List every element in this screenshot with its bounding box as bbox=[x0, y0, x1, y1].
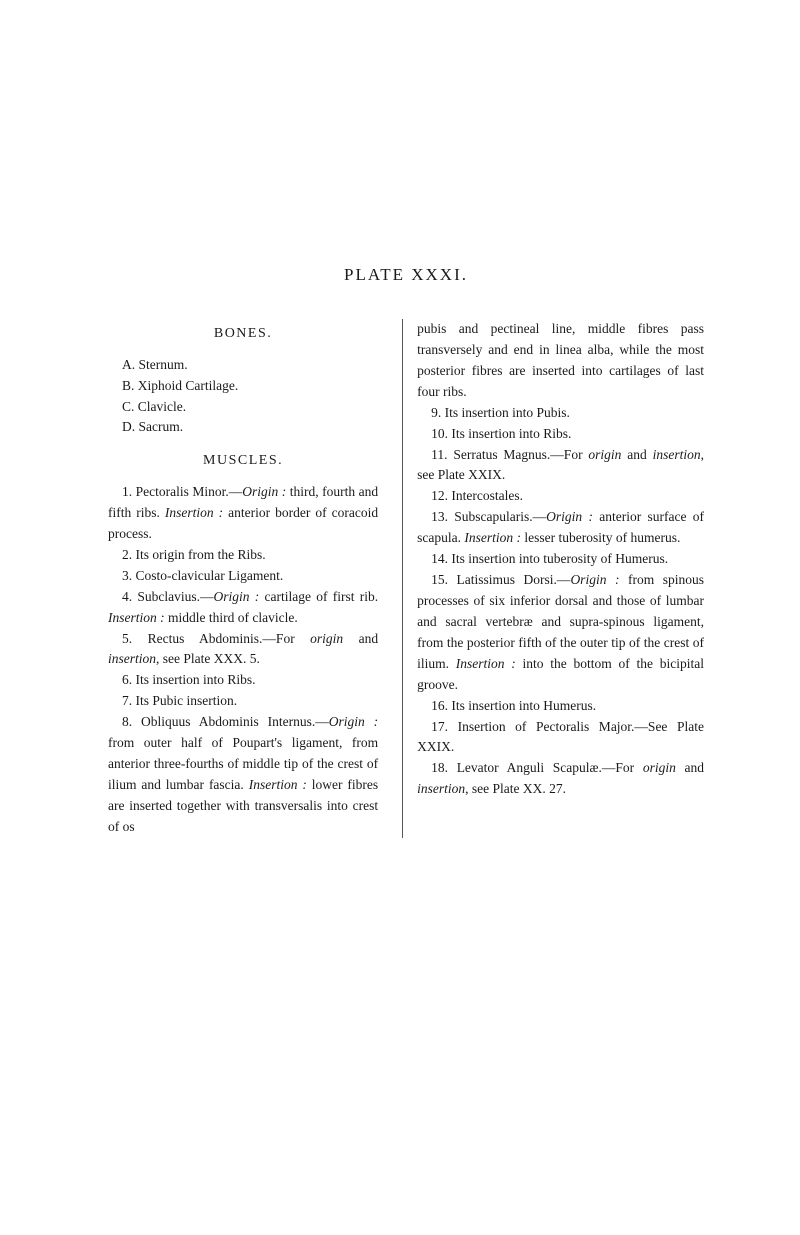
left-column: BONES. A. Sternum. B. Xiphoid Cartilage.… bbox=[108, 319, 378, 838]
muscles-heading: MUSCLES. bbox=[108, 450, 378, 472]
origin-label: Origin : bbox=[329, 714, 378, 729]
bone-label: B. bbox=[122, 378, 134, 393]
muscle-item-3: 3. Costo-clavicular Ligament. bbox=[108, 566, 378, 587]
bone-item: C. Clavicle. bbox=[108, 397, 378, 418]
text: 8. Obliquus Abdominis Internus.— bbox=[122, 714, 329, 729]
text: middle third of clavicle. bbox=[165, 610, 298, 625]
muscle-item-12: 12. Intercostales. bbox=[417, 486, 704, 507]
bones-heading: BONES. bbox=[108, 323, 378, 345]
muscle-item-13: 13. Subscapularis.—Origin : anterior sur… bbox=[417, 507, 704, 549]
text: 13. Subscapularis.— bbox=[431, 509, 546, 524]
muscle-item-10: 10. Its insertion into Ribs. bbox=[417, 424, 704, 445]
text: 15. Latissimus Dorsi.— bbox=[431, 572, 570, 587]
continuation-text: pubis and pectineal line, middle fibres … bbox=[417, 319, 704, 403]
text: 18. Levator Anguli Scapulæ.—For bbox=[431, 760, 643, 775]
origin-label: Origin : bbox=[214, 589, 260, 604]
bone-text: Sacrum. bbox=[139, 419, 184, 434]
text: 5. Rectus Abdominis.—For bbox=[122, 631, 310, 646]
insertion-label: Insertion : bbox=[108, 610, 165, 625]
bone-label: C. bbox=[122, 399, 134, 414]
bone-text: Sternum. bbox=[139, 357, 188, 372]
bone-text: Clavicle. bbox=[138, 399, 186, 414]
muscle-item-14: 14. Its insertion into tuberosity of Hum… bbox=[417, 549, 704, 570]
insertion-label: Insertion : bbox=[464, 530, 521, 545]
text: and bbox=[621, 447, 652, 462]
muscle-item-11: 11. Serratus Magnus.—For origin and inse… bbox=[417, 445, 704, 487]
muscle-item-16: 16. Its insertion into Humerus. bbox=[417, 696, 704, 717]
bone-label: A. bbox=[122, 357, 135, 372]
italic-text: origin bbox=[643, 760, 676, 775]
document-page: PLATE XXXI. BONES. A. Sternum. B. Xiphoi… bbox=[0, 0, 800, 1235]
insertion-label: Insertion : bbox=[165, 505, 223, 520]
plate-title: PLATE XXXI. bbox=[108, 265, 704, 285]
text: , see Plate XXX. 5. bbox=[156, 651, 260, 666]
italic-text: origin bbox=[588, 447, 621, 462]
bone-item: A. Sternum. bbox=[108, 355, 378, 376]
muscle-item-18: 18. Levator Anguli Scapulæ.—For origin a… bbox=[417, 758, 704, 800]
italic-text: origin bbox=[310, 631, 343, 646]
bone-label: D. bbox=[122, 419, 135, 434]
text: and bbox=[676, 760, 704, 775]
muscle-item-6: 6. Its insertion into Ribs. bbox=[108, 670, 378, 691]
italic-text: insertion bbox=[653, 447, 701, 462]
muscle-item-1: 1. Pectoralis Minor.—Origin : third, fou… bbox=[108, 482, 378, 545]
text: and bbox=[343, 631, 378, 646]
text: , see Plate XX. 27. bbox=[465, 781, 566, 796]
origin-label: Origin : bbox=[242, 484, 286, 499]
right-column: pubis and pectineal line, middle fibres … bbox=[402, 319, 704, 838]
italic-text: insertion bbox=[108, 651, 156, 666]
italic-text: insertion bbox=[417, 781, 465, 796]
muscle-item-2: 2. Its origin from the Ribs. bbox=[108, 545, 378, 566]
muscle-item-15: 15. Latissimus Dorsi.—Origin : from spin… bbox=[417, 570, 704, 696]
text: cartilage of first rib. bbox=[259, 589, 378, 604]
muscle-item-17: 17. Insertion of Pectoralis Major.—See P… bbox=[417, 717, 704, 759]
bone-item: D. Sacrum. bbox=[108, 417, 378, 438]
origin-label: Origin : bbox=[546, 509, 593, 524]
muscle-item-8: 8. Obliquus Abdominis Internus.—Origin :… bbox=[108, 712, 378, 838]
muscle-item-9: 9. Its insertion into Pubis. bbox=[417, 403, 704, 424]
bone-item: B. Xiphoid Cartilage. bbox=[108, 376, 378, 397]
text: lesser tuberosity of humerus. bbox=[521, 530, 680, 545]
origin-label: Origin : bbox=[570, 572, 619, 587]
insertion-label: Insertion : bbox=[249, 777, 307, 792]
text: 4. Subclavius.— bbox=[122, 589, 214, 604]
text: 11. Serratus Magnus.—For bbox=[431, 447, 588, 462]
muscle-item-4: 4. Subclavius.—Origin : cartilage of fir… bbox=[108, 587, 378, 629]
two-column-layout: BONES. A. Sternum. B. Xiphoid Cartilage.… bbox=[108, 319, 704, 838]
text: 1. Pectoralis Minor.— bbox=[122, 484, 242, 499]
muscle-item-7: 7. Its Pubic insertion. bbox=[108, 691, 378, 712]
bone-text: Xiphoid Cartilage. bbox=[138, 378, 238, 393]
insertion-label: Insertion : bbox=[456, 656, 516, 671]
muscle-item-5: 5. Rectus Abdominis.—For origin and inse… bbox=[108, 629, 378, 671]
